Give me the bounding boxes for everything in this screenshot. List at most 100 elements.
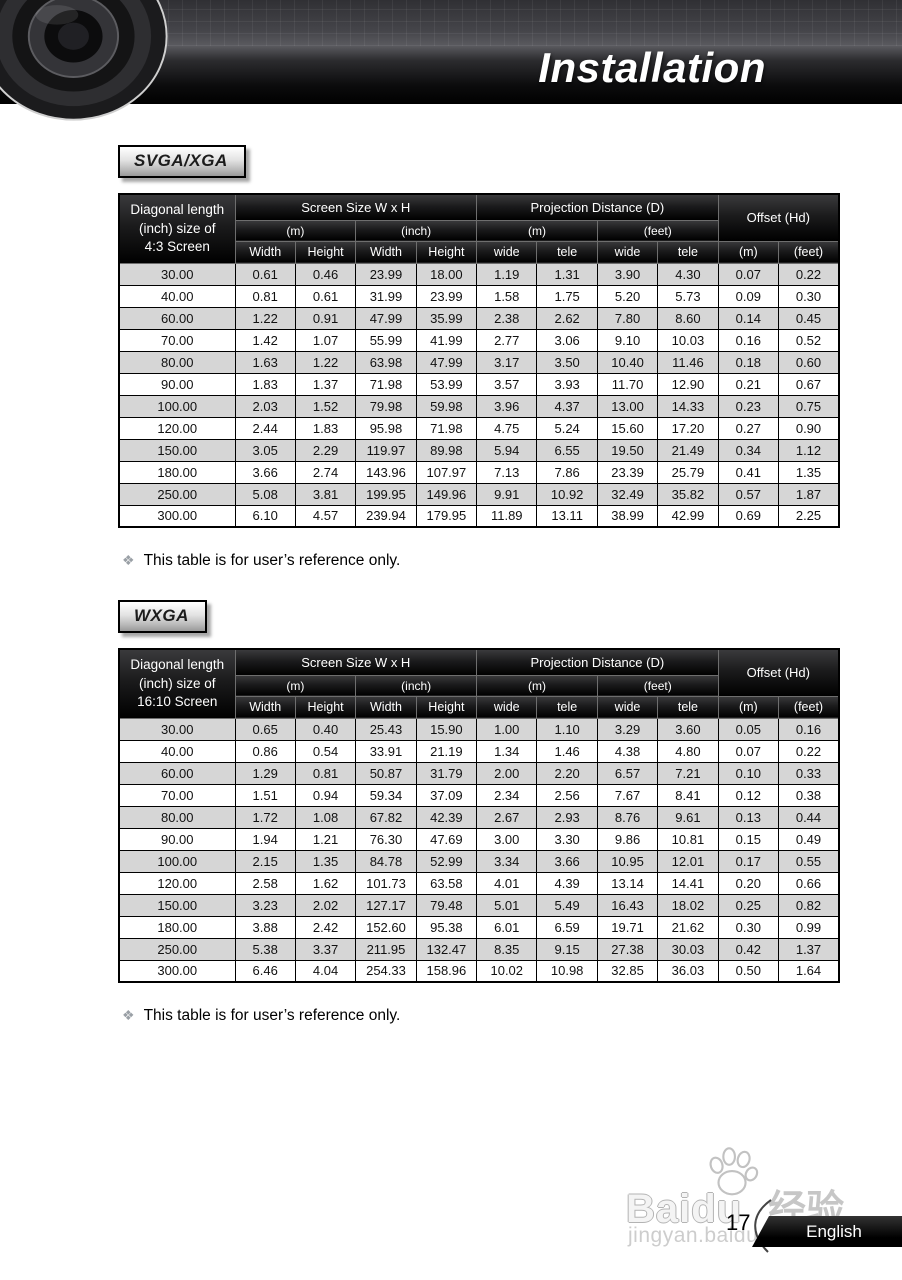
column-header: wide [476, 695, 538, 719]
value-cell: 11.70 [596, 372, 659, 396]
value-cell: 9.15 [536, 937, 598, 961]
value-cell: 7.21 [657, 761, 719, 785]
value-cell: 3.30 [536, 827, 598, 851]
value-cell: 2.15 [234, 849, 296, 873]
value-cell: 0.30 [778, 284, 840, 308]
value-cell: 0.99 [778, 915, 840, 939]
value-cell: 107.97 [415, 460, 478, 484]
value-cell: 47.99 [355, 306, 417, 330]
value-cell: 0.61 [294, 284, 357, 308]
value-cell: 89.98 [415, 438, 478, 462]
column-header: (feet) [778, 695, 840, 719]
value-cell: 25.43 [355, 717, 417, 741]
diagonal-length-header-line: (inch) size of [138, 220, 216, 236]
diagonal-value-cell: 120.00 [118, 416, 236, 440]
value-cell: 2.58 [234, 871, 296, 895]
value-cell: 59.98 [415, 394, 478, 418]
unit-header: (m) [234, 219, 357, 242]
value-cell: 21.62 [657, 915, 719, 939]
value-cell: 41.99 [415, 328, 478, 352]
column-header: Width [355, 695, 417, 719]
column-header: tele [536, 240, 598, 264]
reference-note-text: This table is for user’s reference only. [143, 552, 401, 569]
value-cell: 5.24 [536, 416, 598, 440]
column-header: wide [596, 240, 659, 264]
value-cell: 7.80 [596, 306, 659, 330]
value-cell: 0.57 [717, 482, 780, 506]
value-cell: 11.89 [476, 504, 538, 528]
table-row: 70.00 1.42 1.07 55.99 41.99 2.77 3.06 9.10 10.03… [118, 328, 840, 352]
value-cell: 0.38 [778, 783, 840, 807]
value-cell: 23.99 [355, 262, 417, 286]
value-cell: 10.40 [596, 350, 659, 374]
diagonal-value-cell: 30.00 [118, 262, 236, 286]
value-cell: 8.60 [657, 306, 719, 330]
diagonal-value-cell: 250.00 [118, 937, 236, 961]
value-cell: 0.75 [778, 394, 840, 418]
value-cell: 1.75 [536, 284, 598, 308]
diagonal-value-cell: 80.00 [118, 805, 236, 829]
note-bullet-icon: ❖ [122, 1007, 135, 1023]
value-cell: 23.99 [415, 284, 478, 308]
value-cell: 0.67 [778, 372, 840, 396]
value-cell: 0.16 [717, 328, 780, 352]
value-cell: 2.93 [536, 805, 598, 829]
value-cell: 0.46 [294, 262, 357, 286]
diagonal-value-cell: 180.00 [118, 915, 236, 939]
value-cell: 13.00 [596, 394, 659, 418]
value-cell: 19.50 [596, 438, 659, 462]
value-cell: 79.48 [415, 893, 478, 917]
value-cell: 2.02 [294, 893, 357, 917]
value-cell: 6.57 [596, 761, 659, 785]
unit-header: (m) [476, 219, 598, 242]
value-cell: 119.97 [355, 438, 417, 462]
value-cell: 63.58 [415, 871, 478, 895]
offset-group-header: Offset (Hd) [717, 193, 840, 242]
value-cell: 0.14 [717, 306, 780, 330]
value-cell: 63.98 [355, 350, 417, 374]
value-cell: 27.38 [596, 937, 659, 961]
value-cell: 2.03 [234, 394, 296, 418]
value-cell: 14.41 [657, 871, 719, 895]
value-cell: 1.37 [294, 372, 357, 396]
value-cell: 32.49 [596, 482, 659, 506]
value-cell: 0.22 [778, 262, 840, 286]
value-cell: 4.04 [294, 959, 357, 983]
diagonal-value-cell: 60.00 [118, 306, 236, 330]
table-row: 80.00 1.72 1.08 67.82 42.39 2.67 2.93 8.76 9.61 0… [118, 805, 840, 829]
value-cell: 1.07 [294, 328, 357, 352]
value-cell: 0.45 [778, 306, 840, 330]
value-cell: 3.29 [596, 717, 659, 741]
projector-lens-image [0, 0, 168, 121]
value-cell: 3.66 [234, 460, 296, 484]
column-header: Width [234, 695, 296, 719]
unit-header: (inch) [355, 674, 478, 697]
value-cell: 0.49 [778, 827, 840, 851]
value-cell: 84.78 [355, 849, 417, 873]
column-header: Height [294, 240, 357, 264]
page-title: Installation [538, 44, 766, 91]
value-cell: 6.55 [536, 438, 598, 462]
spec-section: SVGA/XGA Diagonal length (inch) size of 4:3… [118, 104, 902, 570]
column-header: (feet) [778, 240, 840, 264]
diagonal-length-header: Diagonal length (inch) size of 4:3 Screen [118, 193, 236, 264]
value-cell: 2.42 [294, 915, 357, 939]
value-cell: 30.03 [657, 937, 719, 961]
value-cell: 9.86 [596, 827, 659, 851]
screen-size-group-header: Screen Size W x H [234, 193, 478, 221]
value-cell: 0.30 [717, 915, 780, 939]
value-cell: 0.61 [234, 262, 296, 286]
value-cell: 0.60 [778, 350, 840, 374]
value-cell: 1.19 [476, 262, 538, 286]
value-cell: 1.64 [778, 959, 840, 983]
table-row: 100.00 2.15 1.35 84.78 52.99 3.34 3.66 10.95 12.… [118, 849, 840, 873]
value-cell: 4.57 [294, 504, 357, 528]
language-label: English [806, 1221, 862, 1241]
value-cell: 9.61 [657, 805, 719, 829]
value-cell: 10.92 [536, 482, 598, 506]
value-cell: 1.42 [234, 328, 296, 352]
value-cell: 19.71 [596, 915, 659, 939]
value-cell: 0.17 [717, 849, 780, 873]
value-cell: 18.02 [657, 893, 719, 917]
table-row: 90.00 1.94 1.21 76.30 47.69 3.00 3.30 9.86 10.81… [118, 827, 840, 851]
